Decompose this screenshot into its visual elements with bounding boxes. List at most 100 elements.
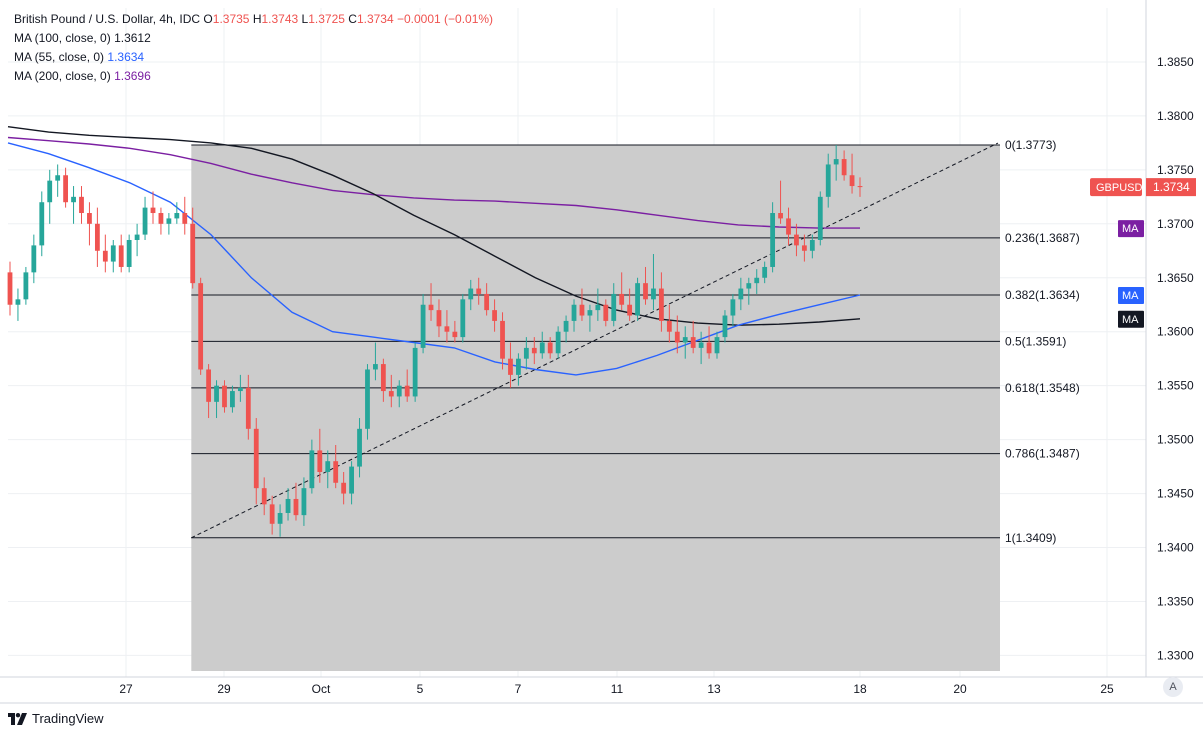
candle-body	[365, 369, 370, 429]
symbol-tag-background	[1090, 178, 1142, 197]
ma100-line	[7, 126, 861, 326]
candle-body	[87, 213, 92, 224]
candle-body	[651, 288, 656, 300]
candle	[23, 266, 29, 305]
ma-tag-label: MA	[1122, 290, 1139, 302]
price-tick-label: 1.3300	[1157, 648, 1194, 662]
price-tick-label: 1.3400	[1157, 541, 1194, 555]
candle-body	[388, 391, 394, 397]
legend-ma200[interactable]: MA (200, close, 0) 1.3696	[14, 67, 493, 86]
candle	[206, 364, 211, 419]
candle	[373, 342, 378, 381]
candle	[754, 269, 760, 294]
candle-body	[71, 196, 76, 203]
fib-level-label: 0.5(1.3591)	[1005, 334, 1066, 348]
ma100-value: 1.3612	[114, 31, 151, 45]
candle-body	[174, 213, 180, 219]
candle-body	[476, 288, 482, 294]
candle-body	[468, 288, 474, 300]
time-axis: 27 29 Oct 5 7 11 13 18 20 25	[119, 682, 1114, 696]
legend-ma55[interactable]: MA (55, close, 0) 1.3634	[14, 48, 493, 67]
candle	[365, 364, 370, 440]
candle	[794, 223, 799, 257]
time-tick-label: 7	[515, 682, 522, 696]
tradingview-logo-icon	[8, 712, 27, 725]
candle	[730, 293, 736, 327]
tradingview-brand: TradingView	[32, 711, 104, 726]
candle	[563, 315, 569, 343]
candle-body	[833, 159, 839, 165]
candle	[643, 266, 648, 305]
price-tick-label: 1.3750	[1157, 163, 1194, 177]
candle-body	[182, 213, 188, 224]
price-tick-label: 1.3600	[1157, 325, 1194, 339]
candle	[770, 202, 776, 273]
candle-body	[817, 196, 823, 240]
ma200-line	[7, 136, 860, 229]
candle-body	[523, 347, 529, 359]
candle	[444, 310, 450, 343]
fib-level-label: 0.786(1.3487)	[1005, 447, 1080, 461]
candle	[190, 207, 196, 289]
candle	[722, 310, 728, 343]
candle	[666, 304, 672, 343]
ma100-label: MA (100, close, 0)	[14, 31, 111, 45]
time-tick-label: 18	[853, 682, 867, 696]
candle-body	[444, 326, 450, 332]
candle-body	[674, 331, 680, 343]
candle-body	[484, 293, 490, 311]
candle-body	[94, 223, 100, 251]
candle-body	[730, 299, 736, 316]
candle	[388, 374, 394, 408]
candle	[539, 331, 545, 359]
candle-body	[587, 310, 593, 316]
candle-body	[809, 239, 815, 251]
candle	[317, 428, 323, 483]
candle-body	[794, 234, 799, 246]
candle-body	[436, 310, 442, 327]
candle	[87, 202, 92, 246]
auto-scale-button[interactable]: A	[1163, 677, 1183, 697]
fib-level-label: 0.382(1.3634)	[1005, 288, 1080, 302]
candle	[150, 191, 156, 224]
candle	[182, 196, 188, 235]
candle	[253, 418, 259, 505]
candle	[380, 358, 386, 402]
legend-ma100[interactable]: MA (100, close, 0) 1.3612	[14, 29, 493, 48]
candle	[134, 223, 140, 257]
price-axis: 1.3850 1.3800 1.3750 1.3700 1.3650 1.3600 1.35…	[1157, 55, 1194, 662]
candle	[841, 150, 847, 181]
candle	[293, 482, 299, 521]
price-tick-label: 1.3550	[1157, 379, 1194, 393]
low-value: 1.3725	[308, 12, 345, 26]
candle-body	[110, 245, 116, 262]
candle	[492, 299, 497, 332]
candle-body	[63, 175, 69, 203]
candle-body	[460, 299, 466, 338]
candle-body	[158, 213, 164, 224]
candle-body	[7, 272, 13, 305]
fib-level-label: 0.618(1.3548)	[1005, 381, 1080, 395]
candle-body	[150, 207, 156, 214]
candle	[762, 261, 768, 284]
footer-branding[interactable]: TradingView	[8, 711, 104, 726]
candles	[7, 145, 863, 537]
time-tick-label: 13	[707, 682, 721, 696]
candle	[15, 288, 21, 321]
ma55-value: 1.3634	[107, 50, 145, 64]
close-value: 1.3734	[356, 12, 394, 26]
candle-body	[746, 283, 752, 289]
ma200-value: 1.3696	[114, 69, 151, 83]
candle-body	[754, 277, 760, 284]
candle	[484, 283, 490, 316]
candle	[63, 167, 69, 208]
candle-body	[420, 304, 426, 348]
price-tick-label: 1.3500	[1157, 433, 1194, 447]
candle-body	[555, 331, 561, 354]
candle	[245, 374, 251, 440]
candle-body	[611, 293, 617, 321]
symbol-tag-label: GBPUSD	[1096, 182, 1143, 194]
candle	[698, 331, 704, 365]
